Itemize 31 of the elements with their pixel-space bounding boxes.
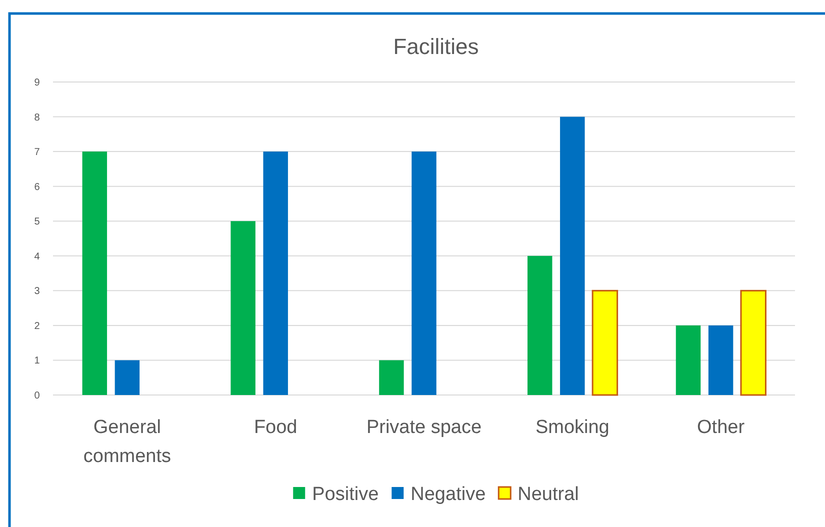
bar bbox=[527, 256, 552, 395]
bar bbox=[82, 152, 108, 395]
y-tick-label: 8 bbox=[34, 112, 40, 124]
bar bbox=[560, 116, 585, 395]
bar bbox=[114, 360, 140, 395]
y-tick-label: 6 bbox=[34, 182, 40, 193]
x-tick-label: Private space bbox=[366, 417, 482, 438]
y-tick-label: 5 bbox=[34, 216, 40, 228]
y-tick-label: 4 bbox=[34, 251, 40, 262]
bar bbox=[230, 221, 256, 395]
x-tick-label: Food bbox=[254, 417, 298, 438]
y-tick-label: 7 bbox=[34, 147, 40, 158]
x-tick-label: General comments bbox=[83, 417, 172, 467]
bar bbox=[412, 152, 436, 395]
legend-label: Neutral bbox=[518, 484, 579, 505]
bar bbox=[592, 290, 618, 396]
y-tick-label: 3 bbox=[34, 286, 40, 298]
bar bbox=[676, 325, 701, 395]
legend-label: Positive bbox=[312, 484, 379, 505]
x-tick-label: Other bbox=[697, 417, 746, 438]
bar bbox=[379, 360, 404, 395]
y-tick-label: 0 bbox=[34, 390, 40, 402]
y-tick-label: 9 bbox=[34, 78, 40, 88]
y-tick-label: 2 bbox=[34, 320, 40, 332]
bar bbox=[740, 290, 766, 396]
x-tick-label: Smoking bbox=[535, 417, 610, 438]
y-tick-label: 1 bbox=[34, 356, 40, 367]
bar bbox=[708, 325, 734, 395]
legend-label: Negative bbox=[410, 484, 486, 505]
chart-title: Facilities bbox=[393, 34, 479, 59]
bar bbox=[263, 152, 288, 395]
